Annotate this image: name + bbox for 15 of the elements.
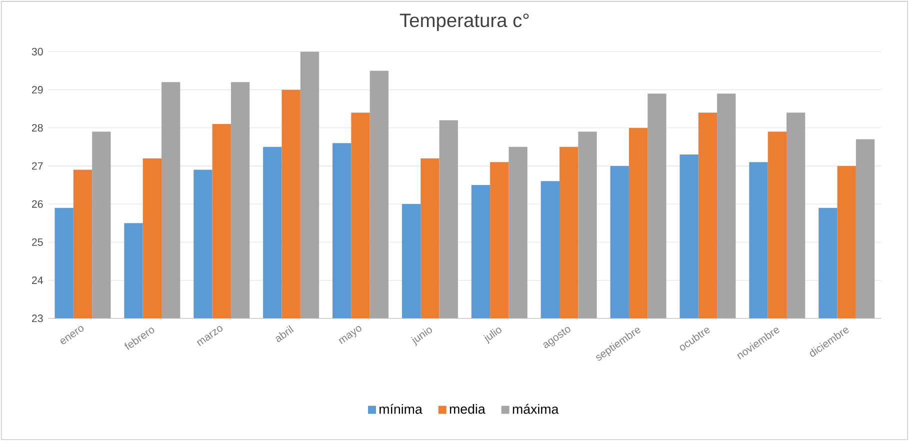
legend-label: media <box>450 404 486 414</box>
y-tick-label: 27 <box>32 162 43 170</box>
y-tick-label: 30 <box>32 48 43 56</box>
y-tick-label: 23 <box>32 314 43 322</box>
x-tick-label: mayo <box>338 326 362 344</box>
y-tick-label: 26 <box>32 200 43 208</box>
x-tick-label: abril <box>276 325 294 342</box>
y-tick-label: 29 <box>32 86 43 94</box>
legend-label: mínima <box>380 404 422 414</box>
y-tick-label: 24 <box>32 276 43 284</box>
y-tick-label: 25 <box>32 238 43 246</box>
chart-title: Temperatura c° <box>400 14 529 31</box>
y-tick-label: 28 <box>32 124 43 132</box>
legend-label: máxima <box>512 404 559 414</box>
x-tick-label: julio <box>483 328 502 344</box>
